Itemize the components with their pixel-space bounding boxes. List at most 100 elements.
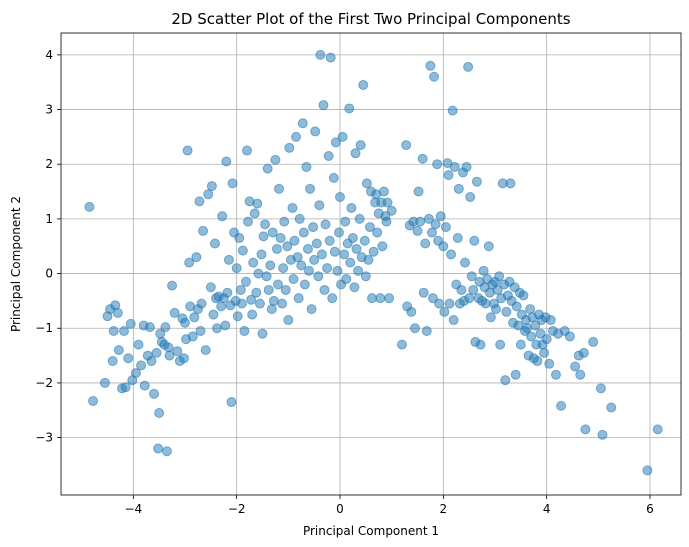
scatter-point: [301, 161, 312, 172]
scatter-point: [236, 298, 247, 309]
scatter-point: [588, 336, 599, 347]
scatter-point: [297, 118, 308, 129]
scatter-point: [221, 156, 232, 167]
scatter-point: [382, 197, 393, 208]
scatter-point: [160, 322, 171, 333]
scatter-point: [578, 347, 589, 358]
y-tick-label: 3: [45, 103, 53, 117]
scatter-point: [194, 196, 205, 207]
scatter-point: [518, 290, 529, 301]
scatter-point: [84, 201, 95, 212]
scatter-point: [475, 339, 486, 350]
scatter-point: [139, 380, 150, 391]
scatter-point: [505, 178, 516, 189]
scatter-point: [180, 317, 190, 328]
scatter-point: [279, 216, 290, 227]
y-tick-label: −1: [35, 321, 53, 335]
scatter-point: [430, 219, 441, 230]
scatter-point: [483, 241, 494, 252]
scatter-point: [397, 339, 407, 350]
scatter-point: [182, 145, 193, 156]
scatter-point: [440, 222, 451, 233]
scatter-point: [597, 429, 608, 440]
scatter-point: [324, 235, 335, 246]
x-tick-label: 4: [543, 502, 551, 516]
scatter-point: [351, 243, 362, 254]
scatter-point: [461, 161, 472, 172]
scatter-point: [360, 271, 371, 282]
scatter-point: [401, 140, 412, 151]
scatter-point: [187, 331, 198, 342]
scatter-point: [367, 293, 378, 304]
x-axis-label: Principal Component 1: [303, 524, 439, 538]
scatter-point: [304, 265, 314, 276]
scatter-point: [287, 202, 298, 213]
scatter-point: [439, 306, 450, 317]
scatter-point: [107, 356, 118, 367]
scatter-point: [386, 205, 397, 216]
scatter-point: [420, 238, 431, 249]
scatter-point: [456, 284, 467, 295]
scatter-point: [267, 227, 278, 238]
y-axis-label: Principal Component 2: [9, 196, 23, 332]
scatter-point: [406, 306, 417, 317]
x-tick-label: −4: [124, 502, 142, 516]
scatter-point: [163, 342, 174, 353]
scatter-point: [247, 309, 258, 320]
scatter-point: [525, 304, 536, 315]
scatter-point: [296, 260, 307, 271]
scatter-point: [136, 360, 147, 371]
scatter-point: [460, 257, 471, 268]
scatter-point: [133, 339, 144, 350]
scatter-point: [332, 265, 343, 276]
scatter-point: [323, 151, 334, 162]
scatter-point: [258, 231, 269, 242]
scatter-point: [239, 325, 250, 336]
scatter-point: [409, 323, 420, 334]
scatter-point: [353, 265, 364, 276]
scatter-point: [130, 368, 141, 379]
scatter-point: [234, 233, 245, 244]
scatter-point: [434, 298, 445, 309]
data-points: [84, 49, 663, 476]
scatter-point: [299, 279, 310, 290]
x-tick-label: −2: [228, 502, 246, 516]
scatter-point: [108, 325, 119, 336]
scatter-point: [146, 356, 157, 367]
scatter-point: [242, 145, 252, 156]
scatter-point: [305, 183, 316, 194]
scatter-point: [318, 100, 329, 111]
scatter-point: [257, 328, 268, 339]
scatter-point: [550, 369, 561, 380]
scatter-point: [325, 52, 336, 63]
scatter-point: [464, 293, 475, 304]
scatter-point: [491, 304, 502, 315]
scatter-point: [494, 271, 505, 282]
y-tick-label: −3: [35, 431, 53, 445]
scatter-point: [329, 246, 340, 257]
scatter-point: [358, 79, 369, 90]
scatter-point: [246, 294, 257, 305]
grid: [61, 33, 681, 495]
scatter-point: [169, 307, 180, 318]
scatter-point: [384, 293, 395, 304]
y-tick-label: 1: [45, 212, 53, 226]
scatter-point: [530, 320, 541, 331]
x-tick-label: 6: [646, 502, 654, 516]
scatter-point: [341, 274, 352, 285]
scatter-point: [333, 227, 344, 238]
scatter-point: [266, 304, 277, 315]
scatter-point: [123, 353, 134, 364]
scatter-point: [151, 347, 162, 358]
y-tick-label: 2: [45, 157, 53, 171]
scatter-point: [319, 284, 330, 295]
scatter-point: [172, 346, 183, 357]
scatter-point: [203, 189, 214, 200]
scatter-point: [298, 227, 309, 238]
scatter-point: [345, 257, 356, 268]
scatter-point: [252, 198, 263, 209]
scatter-point: [381, 216, 392, 227]
scatter-point: [377, 241, 388, 252]
scatter-point: [492, 284, 503, 295]
